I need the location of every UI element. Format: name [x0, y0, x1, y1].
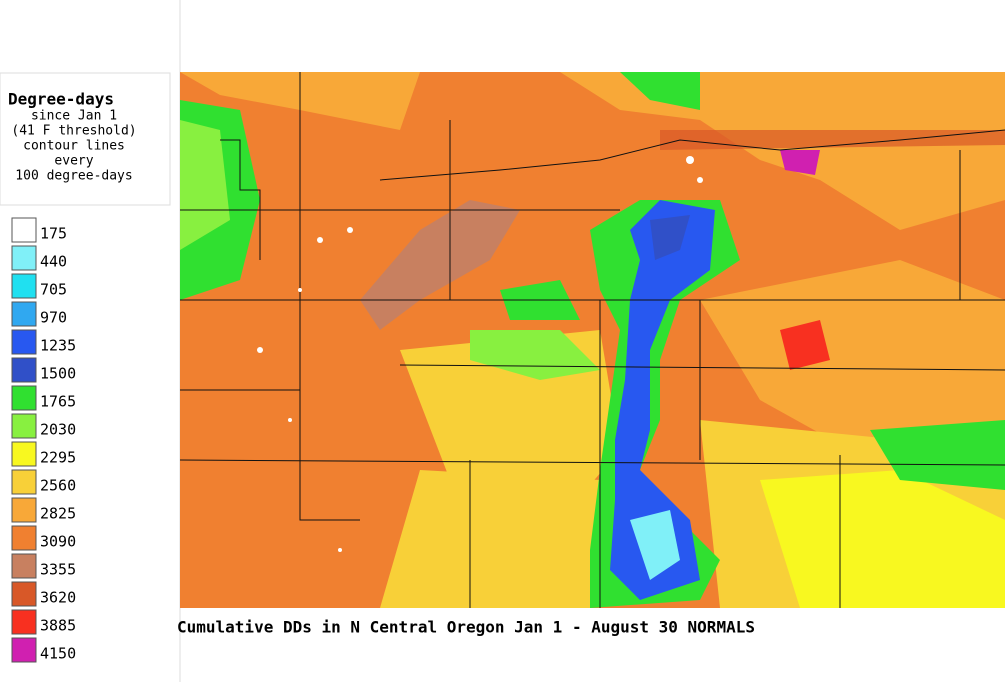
legend-label: 970: [40, 309, 67, 327]
legend-label: 440: [40, 253, 67, 271]
map: [180, 72, 1005, 608]
legend-label: 2030: [40, 421, 76, 439]
legend-label: 3355: [40, 561, 76, 579]
legend-label: 1235: [40, 337, 76, 355]
legend-swatch: [11, 441, 37, 467]
legend-label: 2825: [40, 505, 76, 523]
legend-swatch: [11, 525, 37, 551]
legend-label: 4150: [40, 645, 76, 663]
legend-label: 1500: [40, 365, 76, 383]
legend-label: 2560: [40, 477, 76, 495]
legend-swatch: [11, 497, 37, 523]
caption: Cumulative DDs in N Central Oregon Jan 1…: [177, 618, 755, 637]
legend-label: 3090: [40, 533, 76, 551]
legend-swatch: [11, 301, 37, 327]
legend-swatch: [11, 609, 37, 635]
legend-label: 3885: [40, 617, 76, 635]
legend: 175 440 705 970 1235 1500 1765 2030 2295 2560 2825…: [11, 217, 76, 663]
legend-swatch: [11, 469, 37, 495]
legend-label: 2295: [40, 449, 76, 467]
legend-note: 100 degree-days: [15, 169, 132, 184]
legend-swatch: [11, 413, 37, 439]
legend-swatch: [11, 217, 37, 243]
legend-swatch: [11, 329, 37, 355]
legend-swatch: [11, 245, 37, 271]
legend-note: since Jan 1: [31, 109, 117, 124]
legend-title: Degree-days: [8, 90, 114, 109]
legend-header-box: [0, 72, 171, 206]
legend-note: contour lines: [23, 139, 125, 154]
legend-label: 175: [40, 225, 67, 243]
legend-notes: since Jan 1(41 F threshold)contour lines…: [11, 109, 136, 184]
legend-label: 3620: [40, 589, 76, 607]
legend-swatch: [11, 357, 37, 383]
legend-swatch: [11, 385, 37, 411]
legend-swatch: [11, 581, 37, 607]
legend-label: 705: [40, 281, 67, 299]
legend-swatch: [11, 637, 37, 663]
legend-note: every: [54, 154, 93, 169]
legend-swatch: [11, 273, 37, 299]
legend-label: 1765: [40, 393, 76, 411]
legend-swatch: [11, 553, 37, 579]
legend-note: (41 F threshold): [11, 124, 136, 139]
